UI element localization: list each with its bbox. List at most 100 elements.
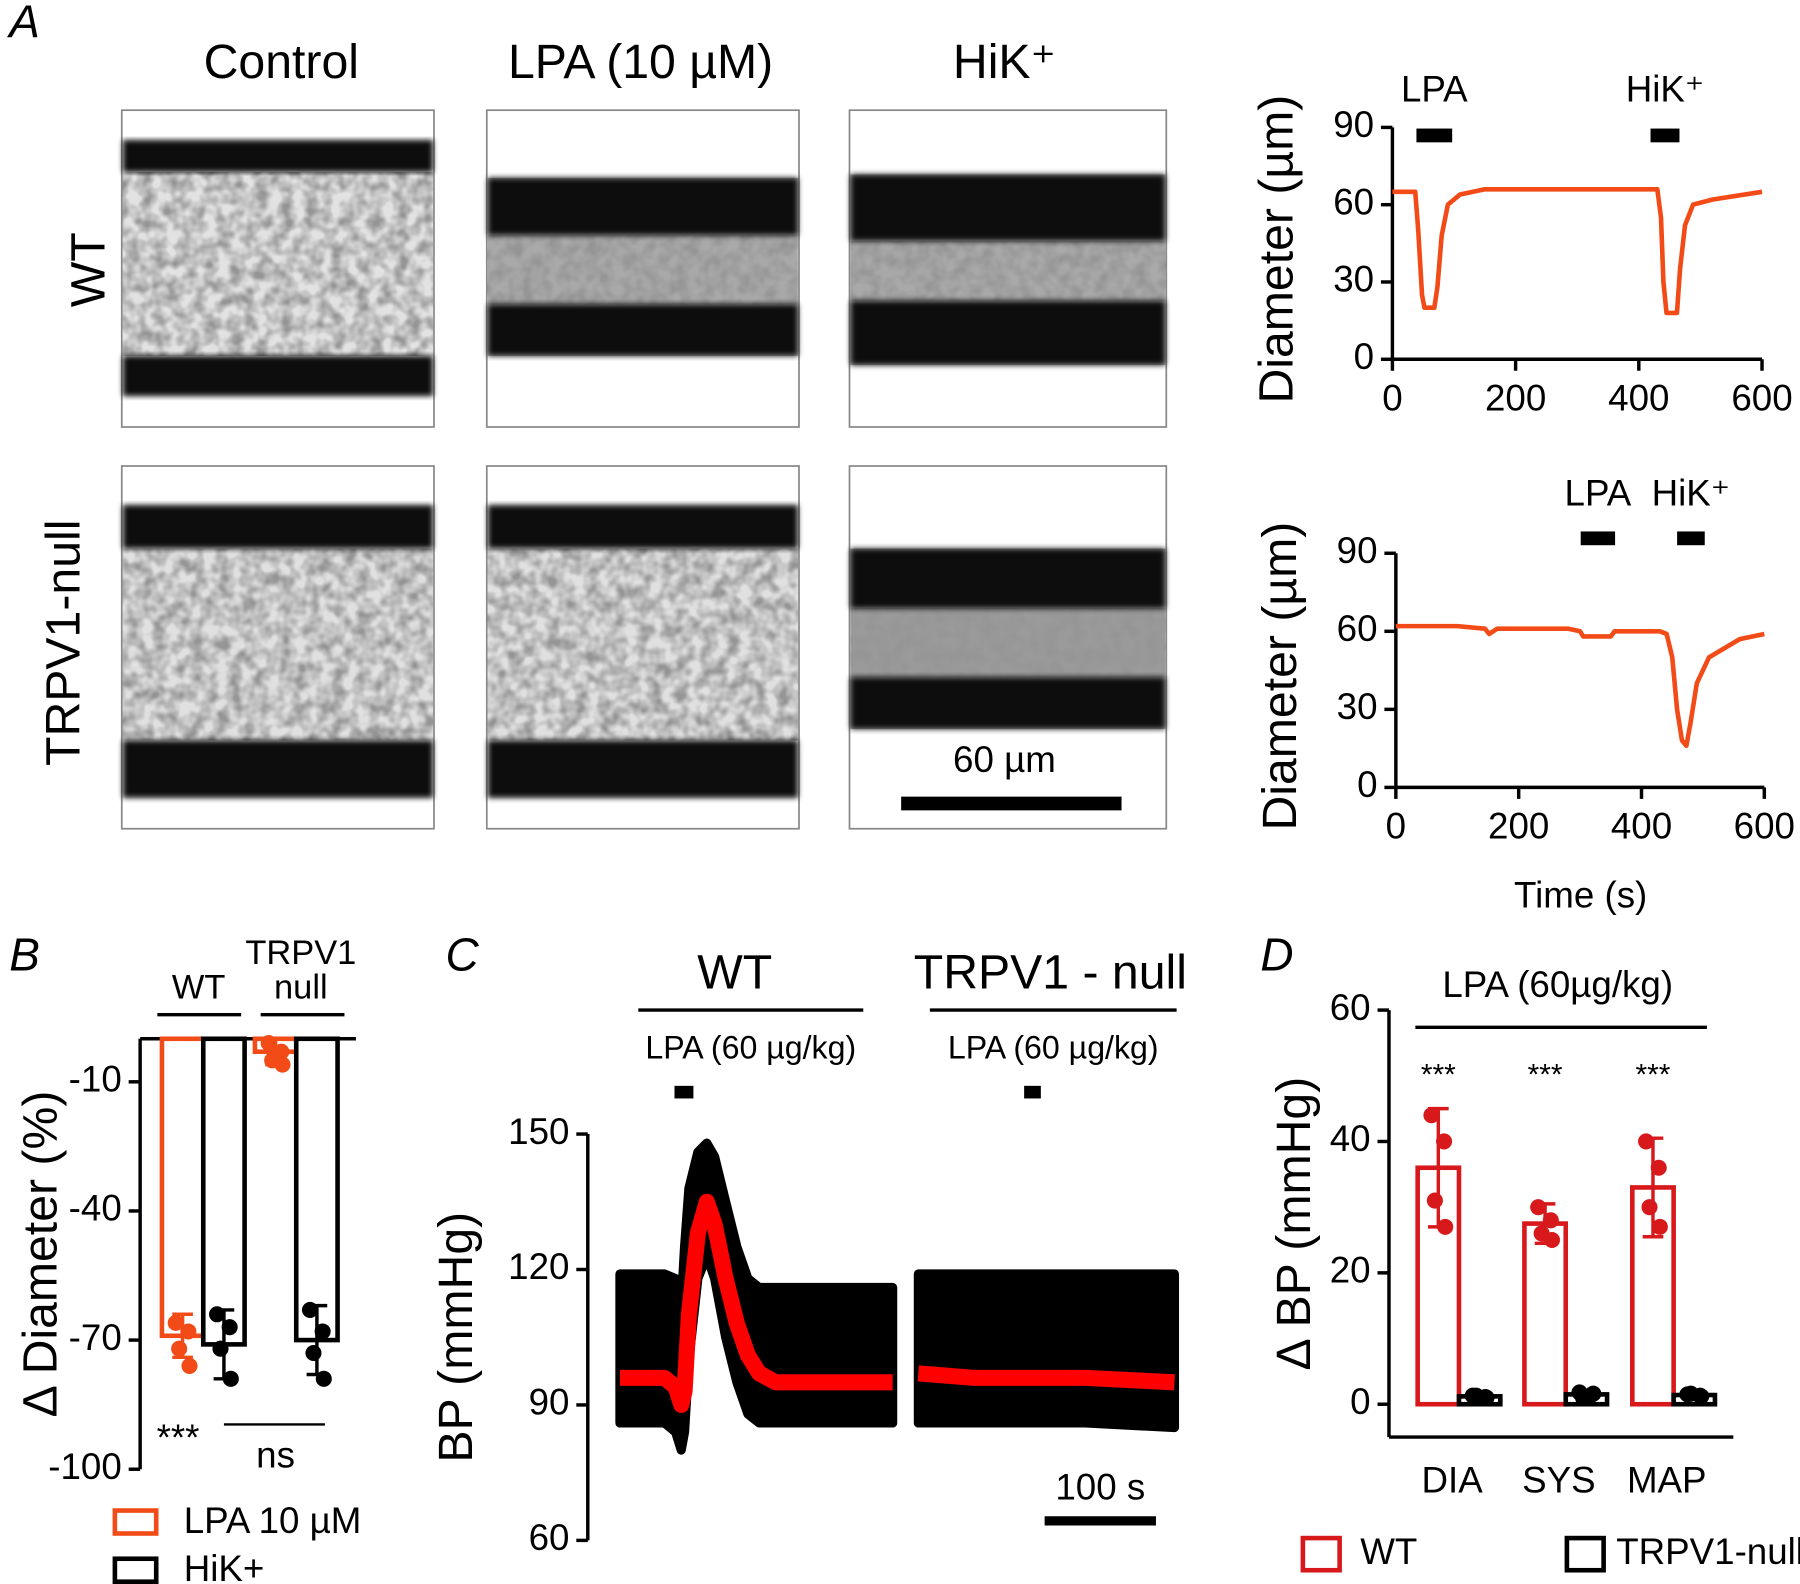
error-bar [265, 1037, 286, 1067]
error-bar [172, 1312, 193, 1360]
annotation: LPA [1401, 69, 1468, 110]
error-bar [1428, 1106, 1449, 1229]
scale-bar-label: 60 µm [953, 739, 1056, 780]
annotation: HiK⁺ [1652, 473, 1731, 514]
column-label: Control [204, 35, 359, 89]
data-point [171, 1340, 188, 1357]
legend-swatch [1564, 1535, 1606, 1573]
bp-envelope [615, 1138, 898, 1455]
y-tick-label: 30 [1333, 259, 1374, 300]
vessel-wall [850, 300, 1166, 366]
data-point [181, 1357, 198, 1374]
group-label-box: WT [171, 968, 226, 1006]
drug-application-bar [1677, 531, 1705, 546]
x-tick-label: 400 [1611, 805, 1672, 846]
drug-application-bar [1650, 128, 1680, 143]
y-tick-label: -70 [69, 1317, 122, 1358]
error-bar [1534, 1202, 1556, 1246]
row-label: TRPV1-null [36, 520, 90, 766]
y-axis-label: Δ BP (mmHg) [1267, 1077, 1321, 1371]
significance: *** [1636, 1059, 1671, 1092]
bp-mean-trace [619, 1193, 893, 1413]
injection-bar [1024, 1085, 1041, 1099]
error-bar [1469, 1392, 1490, 1401]
x-tick-label: SYS [1522, 1460, 1595, 1501]
legend-label: WT [1360, 1531, 1417, 1572]
x-tick-label: 400 [1608, 377, 1669, 418]
y-axis-label: BP (mmHg) [429, 1212, 483, 1463]
lumen-texture [850, 241, 1166, 301]
vessel-wall [487, 304, 798, 356]
panel-letter: C [445, 929, 479, 981]
data-point [305, 1344, 322, 1362]
lumen-texture [487, 235, 798, 305]
significance: *** [1528, 1059, 1563, 1092]
data-point [1641, 1199, 1658, 1216]
error-bar [1576, 1388, 1597, 1401]
panel-letter: D [1260, 929, 1293, 981]
data-point [180, 1323, 197, 1340]
legend-label: TRPV1-null [1616, 1531, 1800, 1572]
panel-letter: B [9, 929, 40, 981]
y-tick-label: 60 [1333, 181, 1374, 222]
x-tick-label: 200 [1485, 377, 1546, 418]
error-bar [213, 1308, 235, 1381]
diameter-trace [1395, 623, 1765, 749]
vessel-wall [122, 505, 433, 549]
column-label: LPA (10 µM) [508, 35, 773, 89]
micrograph [848, 109, 1168, 428]
y-tick-label: 90 [1337, 530, 1378, 571]
group-label: WT [171, 968, 226, 1006]
y-tick-label: 0 [1357, 764, 1377, 805]
error-bar [306, 1303, 328, 1377]
group-label: TRPV1 null [245, 934, 357, 1006]
vessel-wall [122, 140, 433, 173]
error-bar [1683, 1390, 1705, 1400]
data-point [212, 1340, 229, 1357]
group-label-box: TRPV1 null [245, 934, 357, 1006]
scale-bar-label: 100 s [1055, 1467, 1145, 1508]
x-tick-label: 0 [1386, 805, 1406, 846]
y-axis-label: Diameter (µm) [1250, 95, 1304, 404]
lumen-texture [122, 548, 433, 741]
error-bar [1642, 1136, 1664, 1239]
data-point [1426, 1192, 1443, 1209]
data-point [1436, 1133, 1453, 1150]
injection-bar [674, 1085, 694, 1099]
y-tick-label: 0 [1354, 336, 1374, 377]
vessel-wall [487, 740, 798, 798]
y-tick-label: 30 [1337, 686, 1378, 727]
vessel-wall [122, 355, 433, 396]
vessel-wall [487, 177, 798, 236]
treatment-label: LPA (60 µg/kg) [645, 1030, 856, 1066]
vessel-wall [850, 677, 1166, 729]
legend-label: LPA 10 µM [184, 1500, 362, 1541]
drug-application-bar [1416, 128, 1453, 143]
y-tick-label: -10 [69, 1059, 122, 1100]
diameter-trace [1392, 186, 1763, 316]
y-tick-label: 0 [1350, 1381, 1370, 1422]
micrograph [848, 465, 1168, 830]
bar [1522, 1221, 1569, 1407]
legend-swatch [112, 1508, 159, 1536]
vessel-wall [850, 174, 1166, 242]
bp-mean-trace [917, 1365, 1175, 1391]
y-axis-label: Diameter (µm) [1253, 522, 1307, 831]
row-label: WT [62, 232, 116, 307]
y-tick-label: -100 [48, 1446, 121, 1487]
significance: ns [256, 1434, 295, 1475]
y-tick-label: 60 [1330, 987, 1371, 1028]
x-tick-label: MAP [1627, 1460, 1707, 1501]
vessel-wall [122, 740, 433, 798]
x-axis-label: Time (s) [1514, 874, 1647, 915]
annotation: HiK⁺ [1626, 69, 1705, 110]
drug-application-bar [1580, 531, 1616, 546]
lumen-texture [487, 548, 798, 741]
y-tick-label: -40 [69, 1188, 122, 1229]
y-tick-label: 150 [508, 1111, 569, 1152]
bar [293, 1036, 340, 1343]
vessel-wall [850, 548, 1166, 609]
bp-envelope [913, 1269, 1180, 1433]
